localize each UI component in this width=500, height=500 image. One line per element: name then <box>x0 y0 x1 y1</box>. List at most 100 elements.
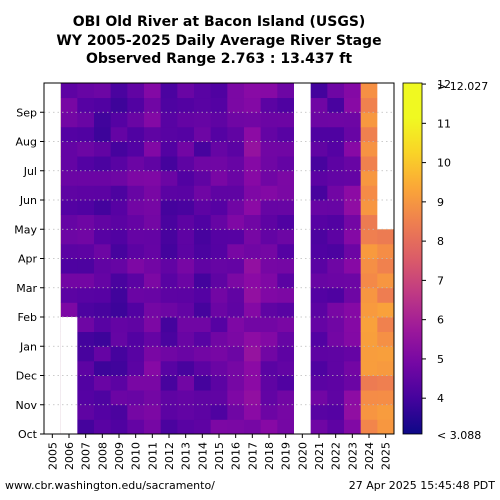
heatmap-cell <box>360 170 378 186</box>
heatmap-cell <box>327 112 345 128</box>
heatmap-cell <box>177 404 195 420</box>
heatmap-cell <box>360 97 378 113</box>
heatmap-cell <box>60 185 78 201</box>
heatmap-cell <box>310 258 328 274</box>
colorbar-tick-label: 5 <box>437 353 444 366</box>
heatmap-cell <box>110 83 128 99</box>
heatmap-cell <box>344 404 362 420</box>
heatmap-cell <box>94 273 112 289</box>
heatmap-cell <box>194 141 212 157</box>
heatmap-cell <box>177 229 195 245</box>
heatmap-cell <box>244 404 262 420</box>
heatmap-cell <box>210 185 228 201</box>
heatmap-cell <box>177 185 195 201</box>
heatmap-cell <box>327 258 345 274</box>
heatmap-cell <box>360 126 378 142</box>
heatmap-cell <box>310 97 328 113</box>
heatmap-cell <box>144 419 162 435</box>
heatmap-cell <box>94 83 112 99</box>
heatmap-cell <box>260 331 278 347</box>
heatmap-cell <box>310 331 328 347</box>
heatmap-cell <box>127 346 145 362</box>
heatmap-cell <box>210 170 228 186</box>
heatmap-cell <box>277 404 295 420</box>
heatmap-cell <box>260 346 278 362</box>
heatmap-cell <box>327 404 345 420</box>
heatmap-cell <box>260 273 278 289</box>
heatmap-cell <box>77 229 95 245</box>
heatmap-cell <box>144 390 162 406</box>
x-tick-label: 2021 <box>313 442 326 470</box>
heatmap-cell <box>194 404 212 420</box>
x-tick-label: 2015 <box>213 442 226 470</box>
heatmap-cell <box>244 170 262 186</box>
heatmap-cell <box>94 185 112 201</box>
heatmap-cell <box>110 404 128 420</box>
heatmap-cell <box>77 156 95 172</box>
heatmap-cell <box>344 185 362 201</box>
heatmap-cell <box>77 185 95 201</box>
heatmap-cell <box>127 302 145 318</box>
heatmap-cell <box>244 185 262 201</box>
heatmap-cell <box>194 331 212 347</box>
missing-data-gap-2020 <box>294 83 311 434</box>
heatmap-cell <box>327 156 345 172</box>
heatmap-cell <box>177 112 195 128</box>
heatmap-cell <box>160 97 178 113</box>
heatmap-column-2013 <box>177 83 195 435</box>
heatmap-cell <box>227 214 245 230</box>
heatmap-cell <box>160 346 178 362</box>
heatmap-cell <box>244 83 262 99</box>
heatmap-cell <box>244 317 262 333</box>
heatmap-cell <box>127 360 145 376</box>
heatmap-cell <box>94 200 112 216</box>
heatmap-cell <box>344 200 362 216</box>
heatmap-cell <box>144 404 162 420</box>
heatmap-cell <box>244 302 262 318</box>
heatmap-cell <box>60 258 78 274</box>
heatmap-cell <box>194 390 212 406</box>
heatmap-cell <box>277 141 295 157</box>
heatmap-cell <box>277 360 295 376</box>
heatmap-cell <box>94 404 112 420</box>
heatmap-cell <box>360 200 378 216</box>
title-line-1: OBI Old River at Bacon Island (USGS) <box>73 14 366 30</box>
heatmap-cell <box>344 112 362 128</box>
heatmap-cell <box>177 360 195 376</box>
heatmap-cell <box>244 258 262 274</box>
heatmap-cell <box>77 360 95 376</box>
heatmap-cell <box>310 302 328 318</box>
heatmap-cell <box>127 112 145 128</box>
colorbar-max-label: > 12.027 <box>437 80 488 93</box>
heatmap-cell <box>227 112 245 128</box>
heatmap-cell <box>344 360 362 376</box>
heatmap-cell <box>77 141 95 157</box>
heatmap-cell <box>360 141 378 157</box>
heatmap-cell <box>127 83 145 99</box>
heatmap-cell <box>127 390 145 406</box>
heatmap-cell <box>127 141 145 157</box>
heatmap-cell <box>327 214 345 230</box>
heatmap-column-2023 <box>344 83 362 435</box>
heatmap-cell <box>260 185 278 201</box>
heatmap-cell <box>260 375 278 391</box>
heatmap-cell <box>344 419 362 435</box>
heatmap-cell <box>77 97 95 113</box>
heatmap-cell <box>344 390 362 406</box>
heatmap-cell <box>160 375 178 391</box>
heatmap-cell <box>194 258 212 274</box>
heatmap-cell <box>94 317 112 333</box>
heatmap-cell <box>260 302 278 318</box>
heatmap-cell <box>94 126 112 142</box>
heatmap-cell <box>227 156 245 172</box>
heatmap-cell <box>210 83 228 99</box>
heatmap-cell <box>210 126 228 142</box>
y-tick-label: Oct <box>18 428 38 441</box>
footer-url: www.cbr.washington.edu/sacramento/ <box>5 479 215 492</box>
heatmap-cell <box>110 126 128 142</box>
heatmap-cell <box>110 302 128 318</box>
heatmap-cell <box>194 97 212 113</box>
heatmap-cell <box>327 375 345 391</box>
heatmap-cell <box>260 258 278 274</box>
heatmap-cell <box>360 185 378 201</box>
